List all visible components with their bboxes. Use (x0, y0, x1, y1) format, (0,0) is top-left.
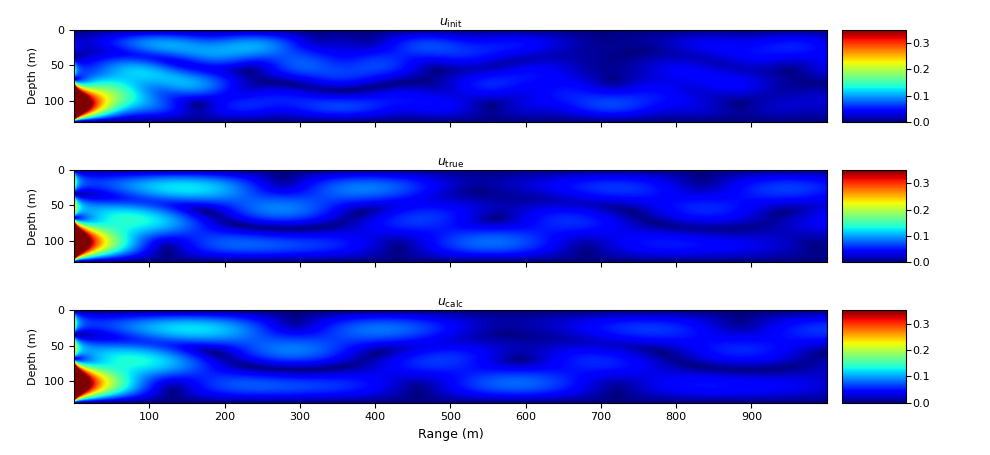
Title: $u_{\rm true}$: $u_{\rm true}$ (437, 157, 464, 170)
Y-axis label: Depth (m): Depth (m) (28, 187, 38, 245)
X-axis label: Range (m): Range (m) (418, 428, 483, 441)
Y-axis label: Depth (m): Depth (m) (28, 47, 38, 104)
Title: $u_{\rm calc}$: $u_{\rm calc}$ (437, 297, 464, 310)
Y-axis label: Depth (m): Depth (m) (28, 328, 38, 385)
Title: $u_{\rm init}$: $u_{\rm init}$ (439, 16, 462, 30)
